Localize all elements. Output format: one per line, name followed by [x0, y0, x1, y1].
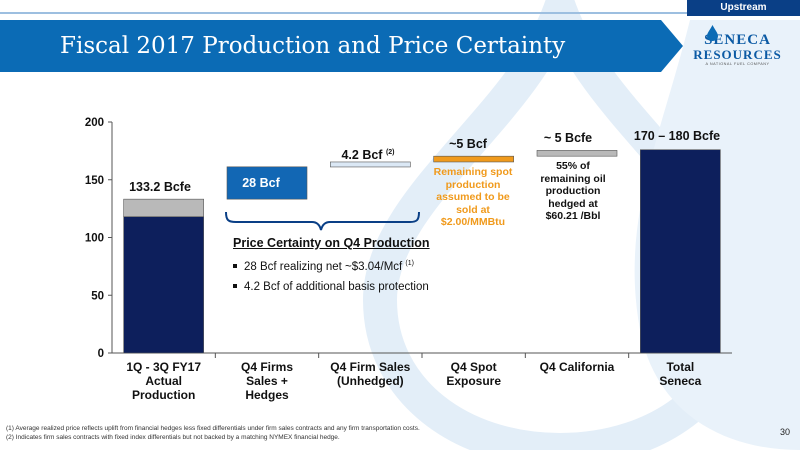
spot-note: Remaining spot production assumed to be … [418, 166, 528, 229]
x-category-label: Sales + [246, 374, 288, 388]
x-category-label: (Unhedged) [337, 374, 404, 388]
y-tick-label: 50 [91, 290, 104, 302]
logo-tagline: A NATIONAL FUEL COMPANY [705, 62, 770, 66]
california-note-line: 55% of [556, 160, 590, 172]
california-note: 55% of remaining oil production hedged a… [518, 160, 628, 223]
footnote-ref-1: (1) [405, 260, 414, 268]
title-bar [0, 20, 683, 72]
x-category-label: Q4 Firms [241, 360, 293, 374]
spot-note-line: Remaining spot [433, 166, 513, 178]
x-category-label: Actual [145, 374, 182, 388]
certainty-bullet-1-text: 28 Bcf realizing net ~$3.04/Mcf [244, 261, 403, 273]
logo-drop-icon [707, 25, 718, 41]
x-category-label: Q4 Spot [451, 360, 497, 374]
value-label-total: 170 – 180 Bcfe [633, 129, 721, 143]
footnotes: (1) Average realized price reflects upli… [6, 424, 420, 442]
value-label-firm-hedges: 28 Bcf [242, 176, 280, 190]
value-label-california: ~ 5 Bcfe [543, 131, 593, 145]
x-category-label: Q4 Firm Sales [330, 360, 410, 374]
spot-note-line: assumed to be [436, 191, 510, 203]
x-category-label: Seneca [659, 374, 701, 388]
value-label-firm-unhedged-text: 4.2 Bcf [341, 148, 383, 162]
certainty-bullet-2-text: 4.2 Bcf of additional basis protection [244, 281, 429, 293]
bar-segment [330, 161, 411, 168]
bar-segment [123, 216, 204, 354]
bullet-square-icon [233, 283, 237, 288]
california-note-line: $60.21 /Bbl [545, 210, 601, 222]
seneca-logo: SENECA RESOURCES A NATIONAL FUEL COMPANY [690, 27, 785, 67]
x-category-label: 1Q - 3Q FY17 [126, 360, 201, 374]
certainty-bullet-2: 4.2 Bcf of additional basis protection [233, 281, 429, 293]
bar-segment [536, 150, 618, 157]
footnote-ref-2: (2) [385, 148, 395, 156]
certainty-bullet-1: 28 Bcf realizing net ~$3.04/Mcf (1) [233, 260, 414, 273]
section-tag: Upstream [687, 0, 800, 16]
footnote-1: (1) Average realized price reflects upli… [6, 425, 420, 432]
value-label-firm-unhedged: 4.2 Bcf (2) [313, 148, 423, 162]
california-note-line: production [545, 185, 601, 197]
top-rule [0, 12, 800, 14]
price-certainty-title: Price Certainty on Q4 Production [233, 236, 430, 250]
bullet-square-icon [233, 263, 237, 268]
california-note-line: remaining oil [540, 172, 606, 185]
bar-segment [433, 155, 514, 163]
y-tick-label: 100 [85, 233, 104, 245]
page-number: 30 [779, 427, 790, 437]
y-tick-label: 150 [85, 175, 104, 187]
logo-word-2: RESOURCES [693, 47, 782, 62]
spot-note-line: production [445, 178, 501, 191]
bar-segment [640, 149, 721, 354]
logo-word-1: SENECA [704, 32, 771, 48]
footnote-2: (2) Indicates firm sales contracts with … [6, 434, 340, 441]
bar-segment [226, 166, 308, 200]
x-category-label: Q4 California [540, 360, 615, 374]
spot-note-line: sold at [456, 203, 490, 216]
x-category-label: Exposure [446, 374, 501, 388]
x-category-label: Total [666, 360, 694, 374]
y-tick-label: 200 [85, 117, 104, 129]
california-note-line: hedged at [548, 197, 598, 210]
y-tick-label: 0 [98, 348, 104, 360]
page-title: Fiscal 2017 Production and Price Certain… [60, 33, 566, 59]
bar-segment [123, 198, 204, 218]
value-label-spot: ~5 Bcf [449, 137, 487, 151]
x-category-label: Production [132, 388, 195, 402]
x-category-label: Hedges [245, 388, 289, 402]
spot-note-line: $2.00/MMBtu [440, 216, 506, 228]
value-label-actual: 133.2 Bcfe [129, 180, 191, 194]
